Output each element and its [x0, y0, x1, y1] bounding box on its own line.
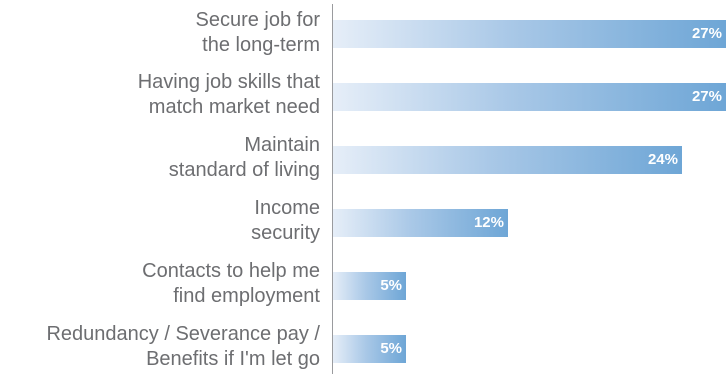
category-label-line: match market need: [148, 96, 320, 118]
bar-value-label: 27%: [691, 25, 722, 42]
category-label-line: security: [251, 222, 320, 244]
bar: 12%: [333, 209, 508, 237]
bar: 5%: [333, 272, 406, 300]
category-label: Redundancy / Severance pay / Benefits if …: [0, 322, 320, 372]
category-label-line: the long-term: [202, 34, 320, 56]
bar: 27%: [333, 20, 726, 48]
category-label: Contacts to help me find employment: [0, 259, 320, 309]
bar: 27%: [333, 83, 726, 111]
category-label-line: Income: [254, 197, 320, 219]
category-label: Having job skills that match market need: [0, 70, 320, 120]
category-label-line: Secure job for: [195, 9, 320, 31]
category-label: Maintain standard of living: [0, 133, 320, 183]
bar: 24%: [333, 146, 682, 174]
category-label-line: Benefits if I'm let go: [146, 348, 320, 370]
category-label: Secure job for the long-term: [0, 8, 320, 58]
bar-value-label: 12%: [473, 214, 504, 231]
bar-value-label: 5%: [380, 277, 402, 294]
y-axis-line: [332, 4, 333, 374]
category-label-line: find employment: [173, 285, 320, 307]
bar: 5%: [333, 335, 406, 363]
category-label-line: Maintain: [244, 134, 320, 156]
bar-value-label: 27%: [691, 88, 722, 105]
bar-value-label: 24%: [647, 151, 678, 168]
category-label-line: Having job skills that: [137, 71, 320, 93]
bar-value-label: 5%: [380, 340, 402, 357]
category-label: Income security: [0, 196, 320, 246]
category-label-line: Redundancy / Severance pay /: [46, 323, 320, 345]
category-label-line: standard of living: [168, 159, 320, 181]
category-label-line: Contacts to help me: [142, 260, 320, 282]
